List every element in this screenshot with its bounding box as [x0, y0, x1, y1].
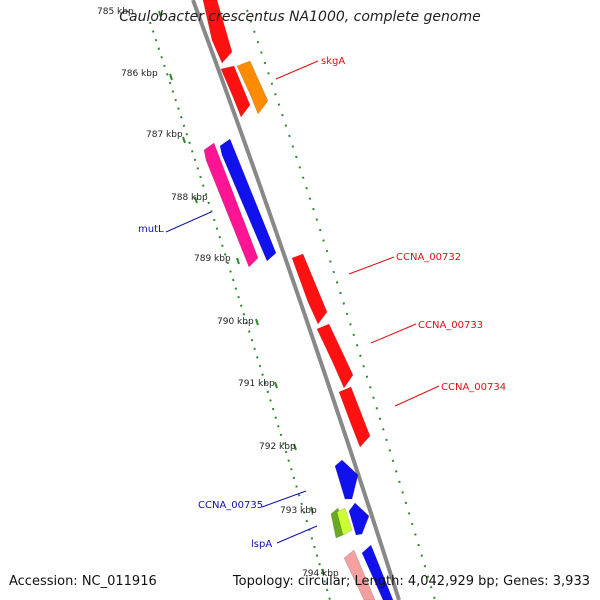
gene-label: CCNA_00733: [418, 320, 483, 331]
scale-label: 790 kbp: [217, 317, 254, 327]
scale-label: 794 kbp: [302, 569, 339, 579]
scale-label: 785 kbp: [97, 7, 134, 17]
gene-label: mutL: [138, 224, 164, 235]
gene-arrow-skga: [236, 60, 269, 115]
scale-tick: [169, 73, 173, 81]
accession-text: Accession: NC_011916: [9, 574, 157, 589]
gene-label: lspA: [251, 539, 272, 550]
scale-label: 787 kbp: [146, 130, 183, 140]
gene-arrow-ccna_00732: [291, 253, 328, 325]
gene-arrow-blue-794: [361, 544, 394, 600]
gene-label-leader: [275, 60, 319, 80]
gene-arrow-ccna_00733: [316, 323, 354, 389]
scale-label: 792 kbp: [259, 442, 296, 452]
genome-backbone: [191, 0, 401, 600]
scale-tick: [255, 318, 259, 326]
gene-label: CCNA_00734: [441, 382, 506, 393]
gene-arrow-mutl: [203, 142, 259, 268]
gene-arrow-ccna_00735: [348, 502, 370, 536]
gene-arrow-pink-794: [343, 549, 376, 600]
scale-label: 793 kbp: [280, 506, 317, 516]
gene-label-leader: [261, 490, 307, 508]
gene-arrow-lspa-b: [336, 507, 353, 536]
scale-tick: [293, 443, 297, 451]
gene-label-leader: [348, 256, 395, 275]
gene-label: CCNA_00732: [396, 252, 461, 263]
gene-arrow-blue-792: [334, 459, 359, 500]
scale-tick: [158, 10, 162, 18]
gene-arrow-ccna_00734: [338, 386, 371, 448]
gene-label: skgA: [321, 56, 345, 67]
gene-label-leader: [276, 525, 318, 544]
gene-label-leader: [165, 211, 212, 233]
gene-label-leader: [370, 323, 417, 344]
scale-tick: [321, 568, 325, 576]
gene-arrow-red-786: [220, 65, 251, 118]
gene-arrow-blue-787: [219, 138, 277, 262]
gene-label: CCNA_00735: [198, 500, 263, 511]
map-title: Caulobacter crescentus NA1000, complete …: [119, 9, 481, 25]
gene-label-leader: [394, 385, 440, 407]
scale-label: 789 kbp: [194, 254, 231, 264]
scale-label: 788 kbp: [171, 193, 208, 203]
scale-tick: [236, 257, 240, 265]
scale-tick: [310, 506, 314, 514]
scale-label: 786 kbp: [121, 69, 158, 79]
gene-arrow-top-red: [202, 0, 233, 64]
scale-tick: [194, 196, 198, 204]
outer-tick-line: [246, 9, 436, 600]
genome-summary-text: Topology: circular; Length: 4,042,929 bp…: [232, 574, 590, 589]
gene-arrow-lspa-a: [330, 507, 346, 539]
scale-tick: [182, 136, 186, 144]
scale-label: 791 kbp: [238, 379, 275, 389]
scale-tick: [274, 381, 278, 389]
